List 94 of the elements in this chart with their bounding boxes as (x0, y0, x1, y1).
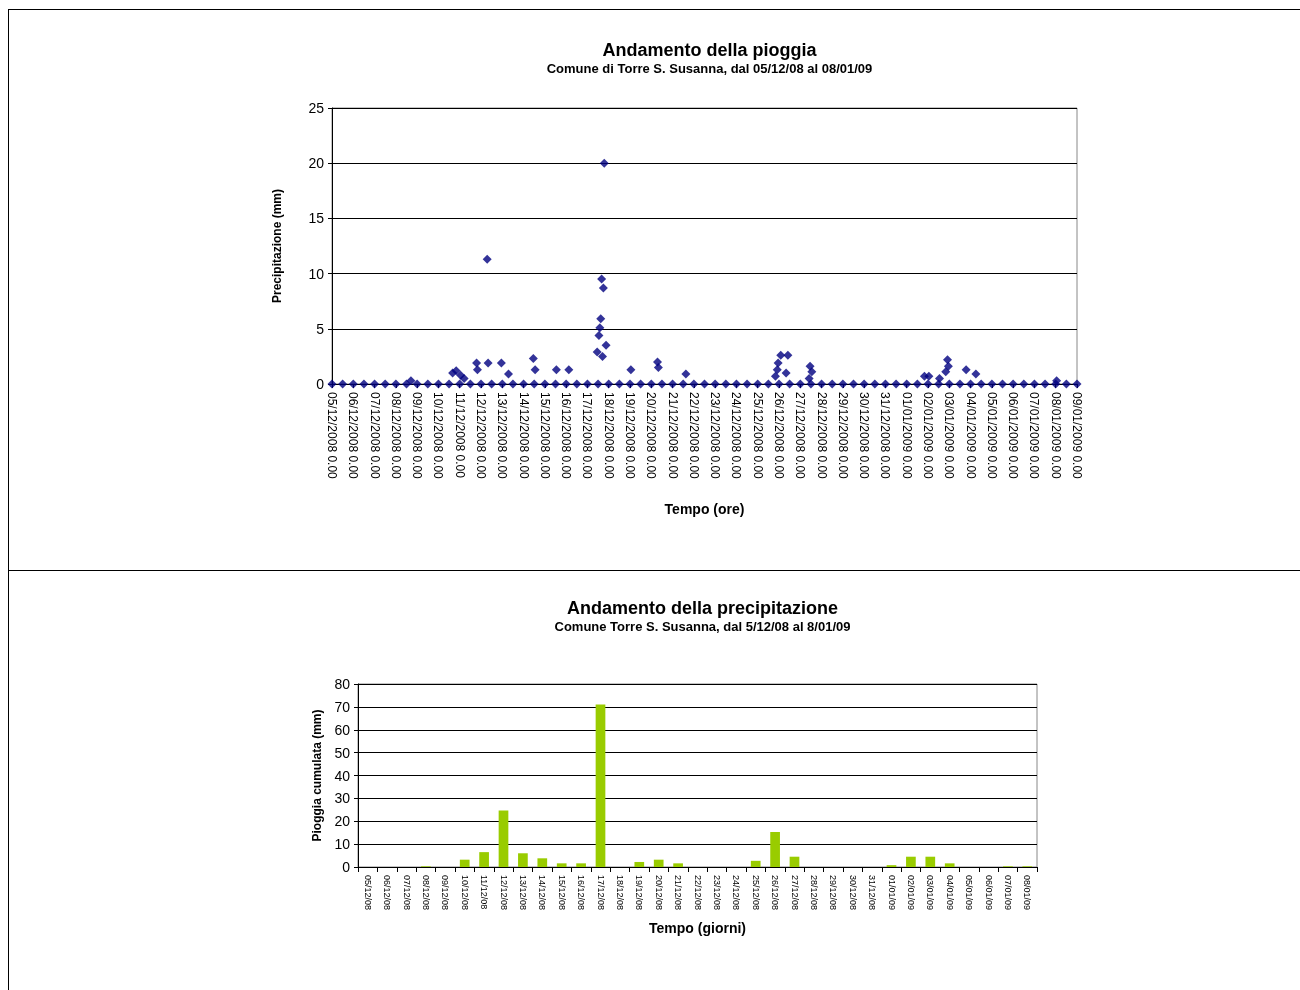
x-tick-label: 19/12/08 (634, 875, 645, 911)
x-tick-label: 29/12/2008 0.00 (835, 392, 850, 480)
x-tick-label: 30/12/08 (847, 875, 858, 911)
x-tick-label: 17/12/2008 0.00 (580, 392, 595, 480)
x-tick-label: 05/12/2008 0.00 (325, 392, 339, 480)
x-tick-label: 10/12/08 (459, 875, 470, 911)
x-tick-label: 24/12/08 (731, 875, 742, 911)
x-tick-label: 08/01/2009 0.00 (1048, 392, 1063, 480)
x-tick-label: 23/12/08 (711, 875, 722, 911)
x-tick-label: 01/01/09 (886, 875, 897, 911)
chart-subtitle: Comune Torre S. Susanna, dal 5/12/08 al 8/01/09 (554, 619, 851, 634)
x-tick-label: 17/12/08 (595, 875, 606, 911)
x-tick-label: 11/12/2008 0.00 (452, 392, 467, 479)
y-tick-label: 80 (334, 676, 351, 692)
x-tick-label: 08/12/2008 0.00 (388, 392, 403, 480)
x-tick-label: 04/01/2009 0.00 (963, 392, 978, 480)
x-axis-title: Tempo (ore) (664, 501, 745, 517)
x-axis-title: Tempo (giorni) (649, 920, 746, 936)
x-tick-label: 22/12/2008 0.00 (686, 392, 701, 480)
x-tick-label: 21/12/2008 0.00 (665, 392, 680, 480)
x-tick-label: 24/12/2008 0.00 (729, 392, 744, 480)
y-tick-label: 60 (334, 721, 351, 738)
x-tick-label: 16/12/08 (576, 875, 587, 911)
y-tick-label: 40 (334, 767, 351, 784)
x-tick-label: 04/01/09 (944, 875, 955, 911)
chart-title: Andamento della precipitazione (566, 598, 839, 618)
x-tick-label: 09/12/2008 0.00 (410, 392, 425, 480)
y-tick-label: 20 (334, 813, 351, 830)
y-tick-label: 20 (308, 155, 325, 172)
x-tick-label: 07/01/2009 0.00 (1027, 392, 1042, 480)
x-tick-label: 02/01/09 (905, 875, 916, 911)
chart-title: Andamento della pioggia (602, 40, 818, 60)
x-tick-label: 13/12/2008 0.00 (495, 392, 510, 480)
x-tick-label: 11/12/08 (479, 875, 490, 910)
x-tick-label: 06/12/2008 0.00 (346, 392, 361, 480)
y-axis-title: Pioggia cumulata (mm) (309, 709, 324, 842)
x-tick-label: 12/12/08 (498, 875, 509, 911)
x-tick-label: 15/12/2008 0.00 (537, 392, 552, 480)
x-tick-label: 20/12/08 (653, 875, 664, 911)
x-tick-label: 19/12/2008 0.00 (623, 392, 637, 480)
x-tick-label: 06/01/2009 0.00 (1006, 392, 1021, 480)
x-tick-label: 06/01/09 (983, 875, 994, 911)
x-tick-label: 14/12/08 (537, 875, 548, 911)
x-tick-label: 31/12/08 (867, 875, 878, 911)
x-tick-label: 06/12/08 (382, 875, 393, 911)
y-tick-label: 10 (308, 265, 325, 282)
x-tick-label: 16/12/2008 0.00 (559, 392, 574, 480)
x-tick-label: 23/12/2008 0.00 (708, 392, 723, 480)
x-tick-label: 18/12/2008 0.00 (601, 392, 616, 480)
y-tick-label: 50 (334, 744, 351, 761)
x-tick-label: 01/01/2009 0.00 (899, 392, 914, 480)
x-tick-label: 25/12/2008 0.00 (750, 392, 765, 480)
x-tick-label: 22/12/08 (692, 875, 703, 911)
x-tick-label: 05/01/09 (964, 875, 975, 911)
y-tick-label: 5 (316, 320, 325, 337)
x-tick-label: 18/12/08 (614, 875, 625, 911)
y-tick-label: 70 (334, 698, 351, 715)
x-tick-label: 02/01/2009 0.00 (921, 392, 935, 480)
x-tick-label: 10/12/2008 0.00 (431, 392, 446, 480)
x-tick-label: 15/12/08 (556, 875, 567, 911)
x-tick-label: 25/12/08 (750, 875, 761, 911)
x-tick-label: 20/12/2008 0.00 (644, 392, 659, 480)
y-tick-label: 30 (334, 790, 351, 807)
x-tick-label: 03/01/09 (925, 875, 936, 911)
x-tick-label: 29/12/08 (828, 875, 839, 911)
y-tick-label: 0 (316, 376, 325, 392)
x-tick-label: 07/12/08 (401, 875, 412, 911)
x-tick-label: 30/12/2008 0.00 (857, 392, 872, 480)
x-tick-label: 07/01/09 (1002, 875, 1013, 911)
y-tick-label: 15 (308, 210, 325, 227)
x-tick-label: 26/12/2008 0.00 (772, 392, 786, 480)
x-tick-label: 31/12/2008 0.00 (878, 392, 893, 480)
x-tick-label: 05/12/08 (362, 875, 373, 911)
y-tick-label: 0 (342, 859, 351, 875)
x-tick-label: 03/01/2009 0.00 (942, 392, 957, 480)
x-tick-label: 08/12/08 (420, 875, 431, 911)
x-tick-label: 09/01/2009 0.00 (1070, 392, 1084, 480)
x-tick-label: 05/01/2009 0.00 (984, 392, 999, 480)
x-tick-label: 28/12/2008 0.00 (814, 392, 829, 480)
x-tick-label: 07/12/2008 0.00 (367, 392, 382, 480)
x-tick-label: 27/12/08 (789, 875, 800, 911)
x-tick-label: 12/12/2008 0.00 (474, 392, 488, 480)
x-tick-label: 14/12/2008 0.00 (516, 392, 531, 480)
chart-subtitle: Comune di Torre S. Susanna, dal 05/12/08 al 08/01/09 (546, 61, 873, 76)
x-tick-label: 13/12/08 (517, 875, 528, 911)
x-tick-label: 26/12/08 (770, 875, 781, 911)
y-tick-label: 25 (308, 100, 325, 116)
x-tick-label: 08/01/09 (1022, 875, 1033, 911)
y-axis-title: Precipitazione (mm) (270, 188, 284, 304)
x-tick-label: 21/12/08 (673, 875, 684, 911)
y-tick-label: 10 (334, 836, 351, 853)
x-tick-label: 27/12/2008 0.00 (793, 392, 808, 480)
x-tick-label: 09/12/08 (440, 875, 451, 911)
x-tick-label: 28/12/08 (808, 875, 819, 911)
